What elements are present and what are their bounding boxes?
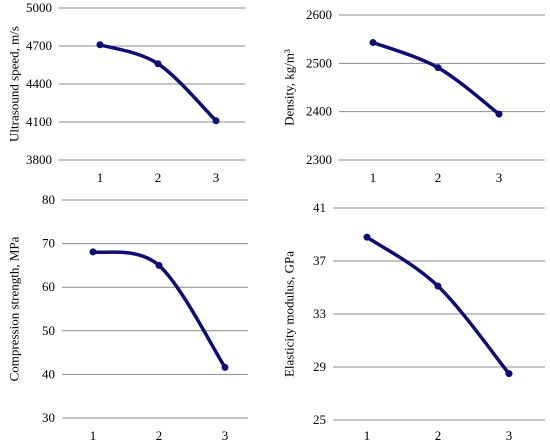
x-tick-label: 1 (370, 170, 377, 185)
series-line (98, 42, 218, 123)
data-point (221, 363, 229, 371)
y-tick-label: 2600 (306, 7, 332, 22)
y-axis-title: Ultrasound speed, m/s (7, 26, 22, 142)
elasticity-modulus-chart: 25 29 33 37 41 1 2 3 Elasticity modulus, GPa (282, 200, 545, 443)
y-tick-label: 4700 (26, 38, 52, 53)
y-tick-label: 25 (313, 412, 326, 427)
data-point (89, 248, 97, 256)
x-tick-label: 3 (496, 170, 503, 185)
y-tick-label: 29 (313, 359, 326, 374)
y-tick-label: 41 (313, 200, 326, 215)
y-axis-title: Density, kg/m³ (282, 49, 297, 126)
y-tick-label: 30 (42, 410, 55, 425)
data-point (434, 64, 442, 72)
ultrasound-speed-chart: 3800 4100 4400 4700 5000 1 2 3 Ultrasound speed,… (7, 0, 245, 185)
x-tick-label: 2 (435, 170, 442, 185)
series-line (365, 235, 511, 376)
y-tick-label: 60 (42, 279, 55, 294)
data-point (363, 233, 371, 241)
x-tick-label: 2 (155, 170, 162, 185)
y-tick-label: 50 (42, 323, 55, 338)
density-chart: 2300 2400 2500 2600 1 2 3 Density, kg/m³ (282, 7, 545, 185)
x-tick-label: 2 (156, 428, 163, 443)
y-tick-label: 5000 (26, 0, 52, 15)
x-tick-label: 2 (435, 428, 442, 443)
y-tick-label: 4100 (26, 114, 52, 129)
y-axis-title: Compression strength, MPa (7, 236, 22, 381)
data-point (154, 60, 162, 68)
y-tick-label: 37 (313, 253, 327, 268)
x-tick-label: 3 (506, 428, 513, 443)
y-tick-label: 70 (42, 236, 55, 251)
compression-strength-chart: 30 40 50 60 70 80 1 2 3 Compression strength, MPa (7, 192, 248, 443)
series-line (91, 250, 227, 370)
data-point (212, 117, 220, 125)
data-point (96, 41, 104, 49)
y-tick-label: 4400 (26, 76, 52, 91)
data-point (369, 39, 377, 47)
data-point (505, 370, 513, 378)
y-axis-title: Elasticity modulus, GPa (282, 251, 297, 377)
data-point (155, 261, 163, 269)
x-tick-label: 3 (222, 428, 229, 443)
y-tick-label: 33 (313, 306, 326, 321)
x-tick-label: 1 (90, 428, 97, 443)
data-point (434, 282, 442, 290)
x-tick-label: 3 (213, 170, 220, 185)
y-tick-label: 40 (42, 366, 55, 381)
y-tick-label: 2300 (306, 152, 332, 167)
data-point (495, 110, 503, 118)
x-tick-label: 1 (97, 170, 104, 185)
y-tick-label: 3800 (26, 152, 52, 167)
x-tick-label: 1 (364, 428, 371, 443)
y-tick-label: 2500 (306, 55, 332, 70)
y-tick-label: 80 (42, 192, 55, 207)
y-tick-label: 2400 (306, 104, 332, 119)
series-line (371, 40, 501, 116)
